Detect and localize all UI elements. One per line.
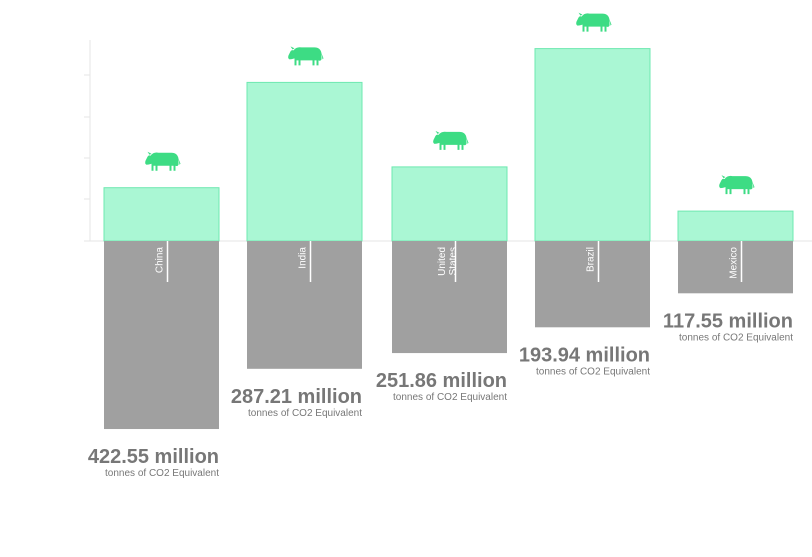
cow-icon [433, 130, 469, 150]
upper-bar [246, 81, 363, 242]
lower-bar [104, 241, 219, 430]
category-label: India [298, 247, 309, 269]
upper-bar [103, 187, 220, 242]
category-label-line: Brazil [586, 247, 597, 272]
value-label: 287.21 million [231, 386, 362, 408]
cow-shape [576, 13, 610, 32]
cow-icon [145, 151, 181, 171]
value-label: 117.55 million [663, 310, 793, 332]
value-label: 251.86 million [376, 370, 507, 392]
unit-label: tonnes of CO2 Equivalent [679, 332, 793, 343]
category-label: Mexico [729, 247, 740, 279]
cow-shape [719, 175, 753, 195]
category-label-line: India [298, 247, 309, 269]
cow-icon [719, 175, 755, 195]
unit-label: tonnes of CO2 Equivalent [105, 468, 219, 479]
lower-bar [392, 241, 507, 354]
category-label-line: Mexico [729, 247, 740, 279]
category-label-line: States [448, 247, 459, 275]
unit-label: tonnes of CO2 Equivalent [536, 366, 650, 377]
category-label-line: United [437, 247, 448, 276]
lower-bar [247, 241, 362, 369]
cow-shape [288, 47, 322, 66]
cow-shape [433, 131, 467, 150]
category-label: Brazil [586, 247, 597, 272]
lower-bar [535, 241, 650, 328]
category-label: China [155, 247, 166, 274]
cow-icon [288, 46, 324, 66]
cow-icon [576, 12, 612, 32]
lower-bar [678, 241, 793, 294]
bars-layer [103, 48, 794, 430]
upper-bar [391, 166, 508, 242]
upper-bar [677, 210, 794, 242]
category-label-line: China [155, 247, 166, 274]
value-label: 193.94 million [519, 344, 650, 366]
category-label: UnitedStates [437, 247, 459, 276]
upper-bar [534, 48, 651, 242]
value-label: 422.55 million [88, 446, 219, 468]
unit-label: tonnes of CO2 Equivalent [393, 392, 507, 403]
unit-label: tonnes of CO2 Equivalent [248, 408, 362, 419]
cow-shape [145, 152, 179, 171]
